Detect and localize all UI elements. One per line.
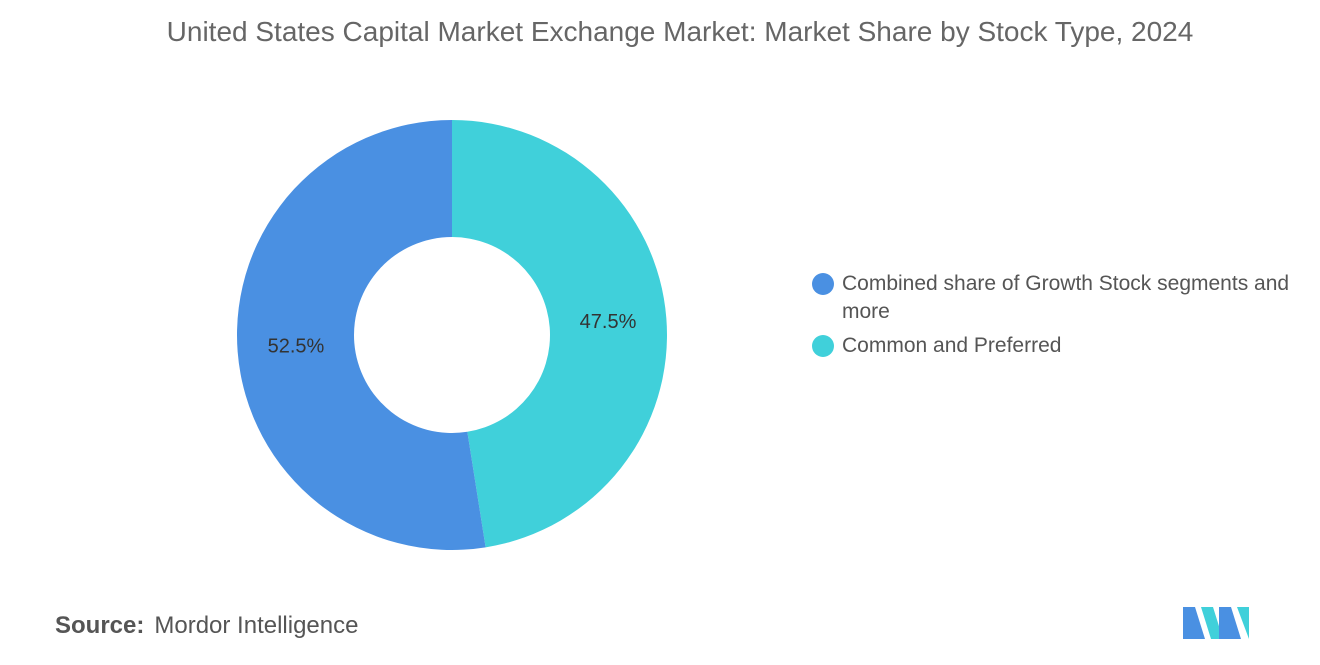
source: Source: Mordor Intelligence xyxy=(55,612,358,640)
value-label: 52.5% xyxy=(268,336,325,358)
legend-marker xyxy=(812,273,834,295)
source-text: Mordor Intelligence xyxy=(154,612,359,639)
source-label: Source: xyxy=(55,612,145,639)
logo xyxy=(1183,607,1249,639)
legend-item: Common and Preferred xyxy=(812,332,1292,360)
legend: Combined share of Growth Stock segments … xyxy=(812,270,1292,366)
legend-item: Combined share of Growth Stock segments … xyxy=(812,270,1292,326)
legend-label: Common and Preferred xyxy=(842,334,1062,357)
value-label: 47.5% xyxy=(580,311,637,333)
donut-slice xyxy=(236,120,486,550)
chart-title: United States Capital Market Exchange Ma… xyxy=(166,16,1194,47)
legend-marker xyxy=(812,335,834,357)
donut-slice xyxy=(452,120,667,548)
legend-label: Combined share of Growth Stock segments … xyxy=(842,272,1290,323)
